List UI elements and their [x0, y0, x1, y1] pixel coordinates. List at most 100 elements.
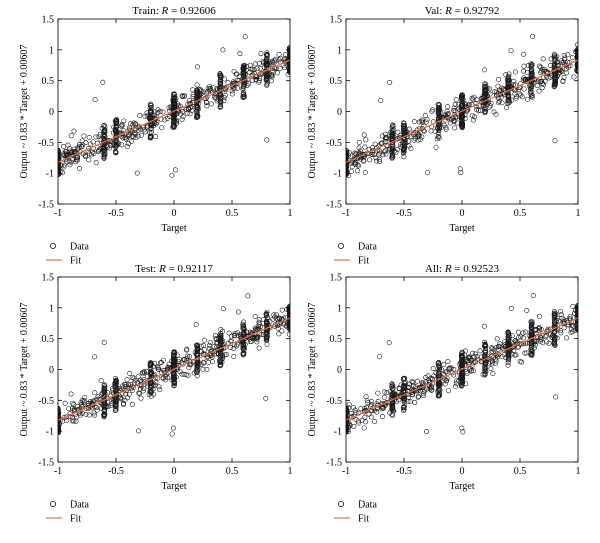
- data-point: [371, 152, 377, 158]
- data-point: [528, 339, 534, 345]
- data-point: [92, 97, 98, 103]
- data-point: [194, 114, 200, 120]
- data-point: [459, 383, 465, 389]
- data-point: [193, 322, 199, 328]
- data-point: [435, 369, 441, 375]
- x-tick-label: -1: [342, 208, 350, 219]
- data-point: [495, 83, 501, 89]
- x-tick-label: -0.5: [396, 208, 412, 219]
- data-point: [576, 56, 578, 62]
- data-point: [381, 389, 387, 395]
- data-point: [194, 360, 200, 366]
- data-point: [514, 94, 520, 100]
- data-point: [148, 101, 154, 107]
- data-point: [71, 146, 77, 152]
- data-point: [258, 51, 264, 57]
- data-point: [113, 401, 119, 407]
- data-point: [101, 155, 107, 161]
- legend-fit-label: Fit: [358, 256, 369, 267]
- data-point: [147, 381, 153, 387]
- data-point: [218, 92, 224, 98]
- data-point: [545, 71, 551, 77]
- data-point: [61, 152, 67, 158]
- data-point: [431, 373, 437, 379]
- x-axis-label: Target: [449, 223, 474, 234]
- data-point: [402, 130, 408, 136]
- data-point: [235, 330, 241, 336]
- data-point: [221, 98, 227, 104]
- data-point: [474, 107, 480, 113]
- data-point: [264, 75, 270, 81]
- data-point: [346, 426, 349, 432]
- data-point: [130, 122, 136, 128]
- data-point: [287, 45, 290, 51]
- data-point: [286, 319, 290, 325]
- data-point: [118, 123, 124, 129]
- data-point: [482, 106, 488, 112]
- data-point: [162, 117, 168, 123]
- data-point: [160, 109, 166, 115]
- data-point: [240, 95, 246, 101]
- data-point: [205, 85, 211, 91]
- data-point: [112, 126, 118, 132]
- data-point: [212, 95, 218, 101]
- data-point: [382, 131, 388, 137]
- data-point: [66, 406, 72, 412]
- data-point: [401, 139, 407, 145]
- data-point: [528, 346, 534, 352]
- x-tick-label: -0.5: [108, 208, 124, 219]
- data-point: [379, 414, 385, 420]
- data-point: [436, 112, 442, 118]
- data-point: [558, 312, 564, 318]
- data-point: [576, 318, 578, 324]
- data-point: [565, 322, 571, 328]
- x-tick-label: -1: [342, 466, 350, 477]
- data-point: [229, 91, 235, 97]
- data-point: [396, 397, 402, 403]
- data-point: [231, 354, 237, 360]
- y-axis-label: Output ~ 0.83 * Target + 0.00607: [19, 303, 30, 437]
- data-point: [275, 325, 281, 331]
- data-point: [451, 366, 457, 372]
- x-tick-label: 0: [172, 466, 177, 477]
- fit-line: [346, 59, 578, 163]
- data-point: [362, 414, 368, 420]
- data-point: [147, 364, 153, 370]
- data-point: [86, 134, 92, 140]
- data-point: [71, 418, 77, 424]
- data-point: [363, 137, 369, 143]
- data-point: [58, 150, 61, 156]
- data-point: [540, 81, 546, 87]
- data-point: [375, 390, 381, 396]
- data-point: [237, 51, 243, 57]
- data-point: [346, 153, 349, 159]
- data-point: [240, 86, 246, 92]
- legend-fit-label: Fit: [70, 256, 81, 267]
- data-point: [534, 83, 540, 89]
- data-point: [217, 98, 223, 104]
- data-point: [171, 377, 177, 383]
- data-point: [58, 409, 61, 415]
- data-point: [544, 339, 550, 345]
- data-point: [271, 312, 277, 318]
- data-point: [136, 390, 142, 396]
- data-point: [287, 318, 290, 324]
- data-point: [194, 373, 200, 379]
- data-point: [448, 117, 454, 123]
- data-point: [529, 351, 535, 357]
- data-point: [287, 303, 290, 309]
- chart-title: All: R = 0.92523: [425, 263, 500, 275]
- data-point: [279, 307, 285, 313]
- data-point: [81, 133, 87, 139]
- data-point: [576, 61, 578, 67]
- data-point: [522, 329, 528, 335]
- data-point: [264, 315, 270, 321]
- data-point: [129, 401, 135, 407]
- data-point: [488, 366, 494, 372]
- data-point: [87, 141, 93, 147]
- y-axis-label: Output ~ 0.83 * Target + 0.00607: [19, 45, 30, 179]
- data-point: [532, 337, 538, 343]
- data-point: [493, 89, 499, 95]
- y-axis-label: Output ~ 0.83 * Target + 0.00607: [307, 303, 318, 437]
- data-point: [194, 342, 200, 348]
